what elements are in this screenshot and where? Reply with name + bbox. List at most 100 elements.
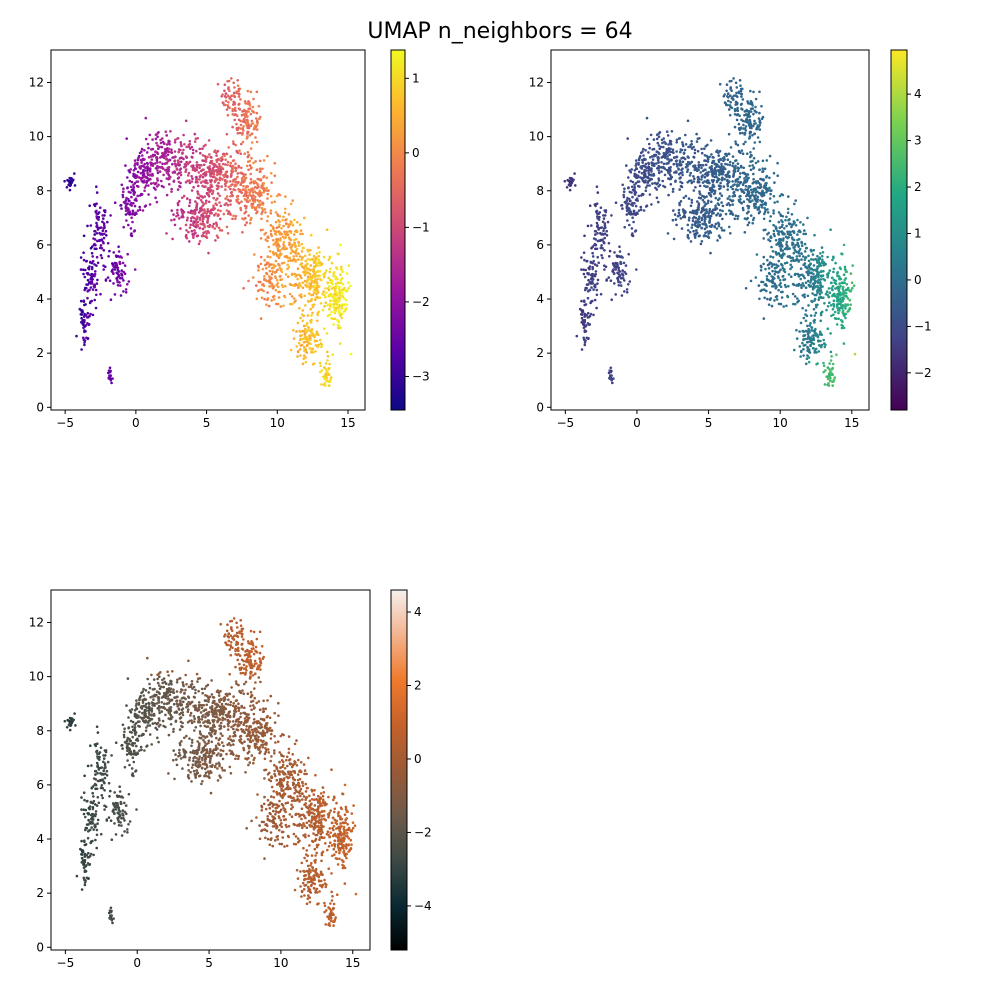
scatter-point	[330, 310, 333, 314]
scatter-point	[841, 311, 845, 315]
scatter-point	[217, 213, 220, 216]
scatter-point	[812, 336, 815, 340]
scatter-point	[155, 141, 158, 145]
scatter-point	[747, 176, 750, 180]
scatter-point	[804, 329, 808, 333]
scatter-point	[674, 180, 677, 183]
scatter-point	[758, 183, 762, 186]
scatter-point	[718, 236, 722, 239]
scatter-point	[806, 216, 809, 220]
scatter-point	[242, 287, 245, 290]
scatter-point	[837, 292, 841, 296]
scatter-point	[166, 169, 170, 172]
scatter-point	[277, 243, 280, 247]
scatter-point	[649, 156, 652, 159]
scatter-point	[124, 164, 127, 167]
scatter-point	[599, 206, 603, 209]
scatter-point	[315, 292, 318, 296]
scatter-point	[777, 302, 781, 306]
scatter-point	[770, 275, 774, 278]
scatter-point	[172, 180, 176, 183]
scatter-point	[176, 208, 179, 212]
scatter-point	[156, 171, 160, 175]
scatter-point	[134, 198, 137, 202]
scatter-point	[283, 236, 286, 240]
scatter-point	[681, 208, 685, 211]
scatter-point	[746, 223, 750, 227]
scatter-point	[679, 150, 682, 154]
scatter-point	[312, 254, 316, 258]
scatter-point	[595, 202, 599, 205]
scatter-point	[192, 232, 196, 236]
scatter-point	[282, 224, 285, 228]
scatter-point	[327, 380, 330, 383]
scatter-point	[809, 321, 812, 325]
scatter-point	[262, 284, 266, 288]
scatter-point	[235, 128, 239, 132]
scatter-point	[665, 130, 669, 133]
scatter-point	[82, 315, 86, 318]
scatter-point	[280, 227, 283, 230]
scatter-point	[272, 263, 275, 267]
scatter-point	[742, 123, 745, 127]
scatter-point	[630, 227, 634, 230]
scatter-point	[591, 251, 594, 255]
scatter-point	[172, 213, 175, 216]
scatter-point	[785, 224, 788, 228]
scatter-point	[303, 272, 307, 276]
scatter-point	[736, 113, 740, 116]
scatter-point	[180, 208, 183, 211]
scatter-point	[122, 290, 125, 293]
scatter-point	[600, 226, 604, 229]
axes-frame	[50, 49, 366, 411]
scatter-point	[91, 313, 95, 317]
scatter-point	[710, 186, 714, 189]
scatter-point	[282, 261, 286, 265]
scatter-point	[217, 166, 220, 170]
scatter-point	[204, 143, 207, 147]
scatter-point	[822, 364, 826, 368]
scatter-point	[698, 184, 702, 188]
scatter-point	[728, 203, 732, 207]
scatter-point	[757, 284, 761, 287]
scatter-point	[303, 254, 307, 258]
scatter-point	[826, 305, 830, 308]
scatter-point	[835, 323, 839, 326]
scatter-point	[108, 279, 112, 283]
scatter-point	[805, 357, 809, 361]
scatter-point	[176, 211, 179, 215]
y-tick-label: 10	[29, 130, 44, 144]
scatter-point	[85, 260, 88, 263]
scatter-point	[146, 165, 149, 168]
scatter-point	[647, 171, 650, 175]
scatter-point	[67, 183, 70, 187]
scatter-point	[121, 193, 125, 197]
scatter-point	[177, 217, 181, 220]
scatter-point	[342, 303, 345, 307]
scatter-point	[324, 301, 328, 305]
scatter-point	[184, 223, 188, 227]
scatter-point	[632, 220, 635, 224]
scatter-point	[696, 137, 700, 140]
scatter-point	[765, 174, 769, 178]
scatter-point	[813, 314, 817, 317]
scatter-point	[595, 288, 599, 292]
scatter-point	[642, 170, 646, 174]
scatter-point	[819, 295, 823, 299]
scatter-point	[274, 233, 278, 236]
scatter-point	[270, 299, 274, 302]
scatter-point	[758, 128, 762, 131]
scatter-point	[750, 124, 753, 127]
scatter-point	[783, 283, 787, 287]
scatter-point	[217, 158, 220, 161]
scatter-point	[840, 252, 843, 255]
scatter-point	[87, 267, 91, 271]
scatter-point	[165, 150, 169, 154]
scatter-point	[675, 155, 679, 159]
scatter-point	[846, 297, 850, 300]
scatter-point	[174, 163, 178, 167]
scatter-point	[593, 242, 597, 246]
scatter-point	[636, 184, 640, 188]
scatter-point	[212, 173, 216, 176]
scatter-point	[736, 183, 739, 186]
